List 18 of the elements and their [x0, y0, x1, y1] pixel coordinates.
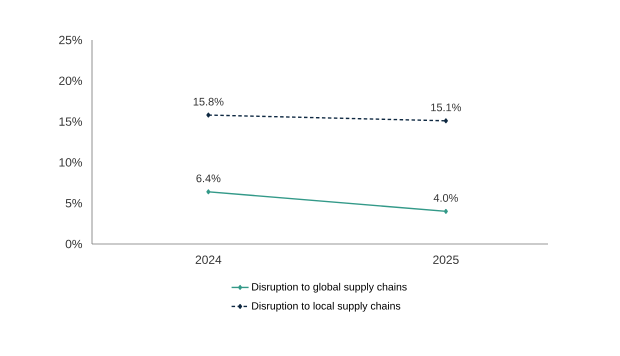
- data-label: 6.4%: [196, 174, 220, 182]
- y-tick-label: 25%: [59, 36, 82, 44]
- point: [444, 208, 448, 214]
- data-label: 15.1%: [431, 104, 462, 112]
- point: [206, 189, 210, 194]
- legend-label: Disruption to global supply chains: [252, 282, 407, 293]
- data-label: 4.0%: [434, 194, 458, 202]
- y-tick-label: 5%: [66, 198, 82, 208]
- y-tick-label: 20%: [59, 76, 82, 86]
- y-tick-label: 15%: [59, 117, 82, 126]
- point: [206, 112, 210, 118]
- x-tick-label: 2024: [196, 256, 222, 264]
- y-tick-label: 0%: [66, 240, 82, 248]
- point: [444, 118, 448, 124]
- legend-label: Disruption to local supply chains: [252, 302, 400, 312]
- y-tick-label: 10%: [59, 158, 82, 167]
- data-label: 15.8%: [194, 98, 224, 106]
- x-tick-label: 2025: [433, 256, 459, 264]
